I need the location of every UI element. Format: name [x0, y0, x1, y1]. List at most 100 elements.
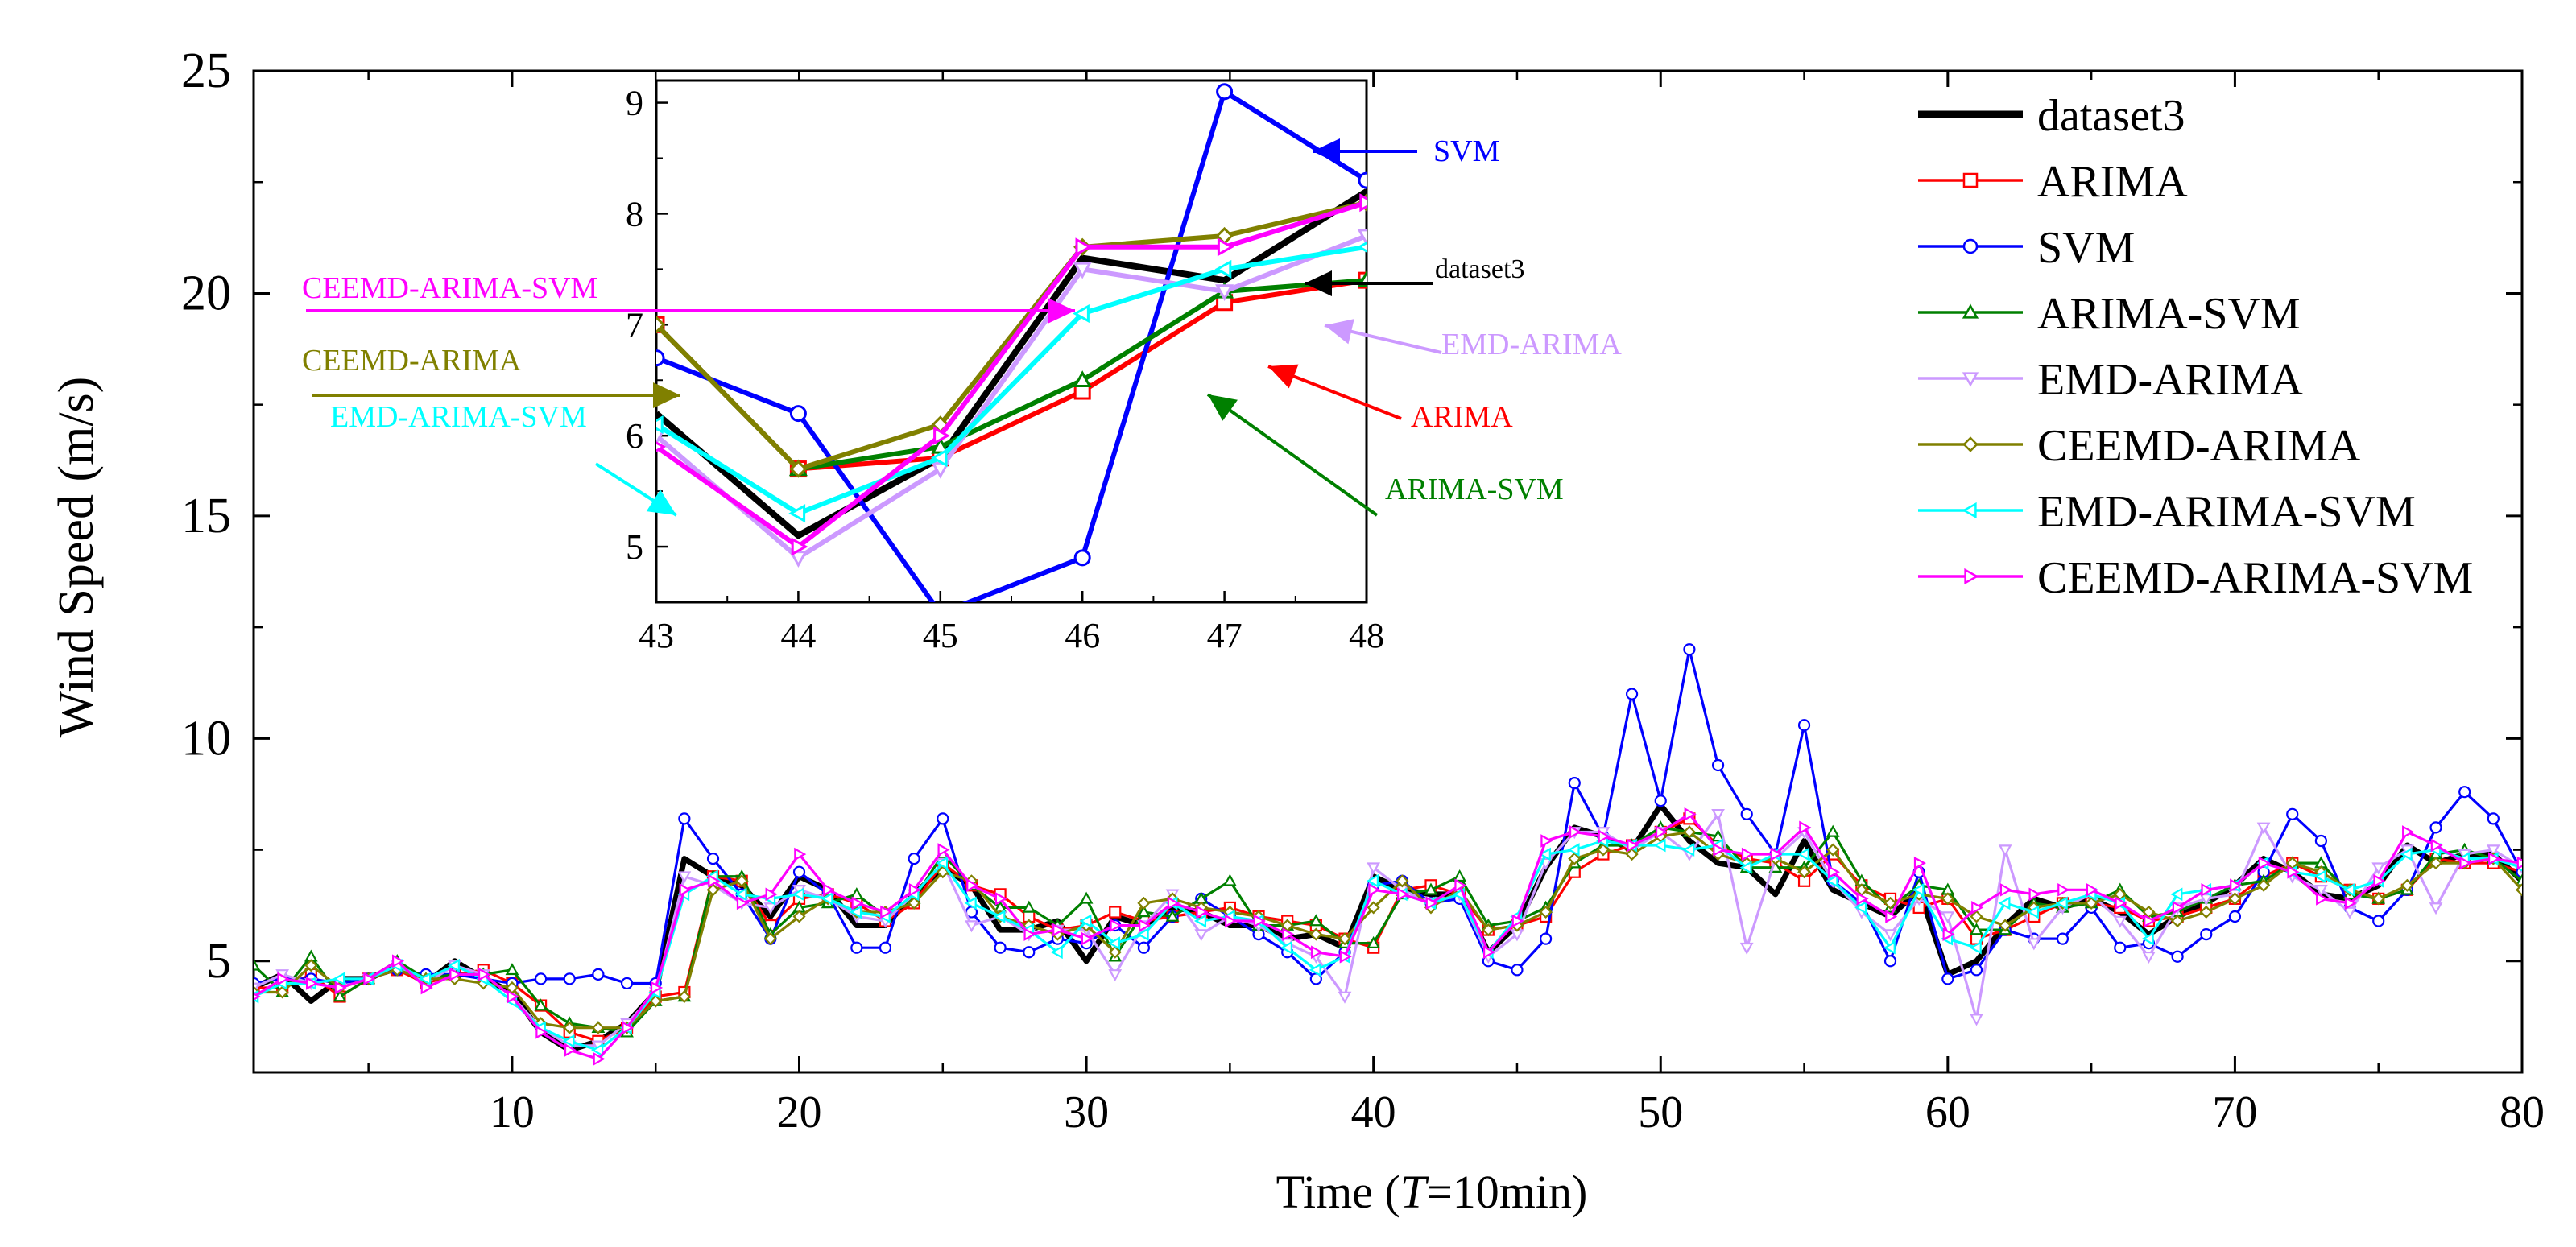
data-point [763, 932, 777, 946]
data-point [1711, 829, 1725, 842]
data-point [2199, 894, 2214, 906]
data-point [1883, 896, 1897, 910]
data-point [656, 428, 666, 446]
data-point [1167, 896, 1180, 910]
data-point [1073, 549, 1091, 567]
data-point [1217, 237, 1234, 257]
data-point [2459, 856, 2472, 870]
series-arima-svm [254, 820, 2522, 1038]
legend: dataset3 ARIMA SVM ARIMA-SVM EMD-ARIMA CEEMD-… [1918, 91, 2473, 603]
series-dataset3 [254, 802, 2522, 1053]
annotation: ARIMA-SVM [1206, 393, 1564, 517]
data-point [1075, 237, 1093, 257]
data-point [2086, 882, 2098, 897]
data-point [1739, 942, 1754, 955]
inset-series-emd-arima [656, 229, 1367, 568]
main-series-group [254, 643, 2522, 1066]
series-ceemd-arima [254, 825, 2522, 1034]
data-point [275, 985, 289, 999]
data-point [1107, 936, 1121, 951]
data-point [562, 1034, 575, 1048]
series-line-arima-svm [254, 826, 2522, 1034]
data-point [788, 504, 806, 523]
data-point [1713, 843, 1726, 857]
data-point [1110, 919, 1123, 932]
data-point [1338, 932, 1352, 946]
data-point [789, 460, 808, 478]
data-point [2429, 902, 2443, 915]
data-point [622, 1021, 635, 1035]
data-point [2115, 896, 2127, 910]
annotation: EMD-ARIMA [1324, 319, 1622, 361]
data-point [937, 812, 949, 825]
annotation: ARIMA [1267, 364, 1513, 434]
data-point [1770, 847, 1783, 861]
data-point [564, 1043, 577, 1057]
data-point [1338, 991, 1352, 1004]
data-point [1962, 303, 1979, 319]
data-point [1108, 945, 1122, 959]
data-point [2200, 928, 2213, 941]
data-point [1367, 935, 1381, 948]
data-point [593, 1052, 606, 1066]
data-point [1539, 905, 1553, 919]
data-point [908, 896, 921, 910]
legend-label: EMD-ARIMA-SVM [2037, 487, 2416, 537]
data-point [1883, 940, 1896, 955]
data-point [1081, 931, 1094, 946]
inset-series-emd-arima-svm [656, 242, 1367, 523]
inset-y-tick-label: 8 [626, 194, 643, 233]
data-point [1653, 838, 1666, 853]
data-point [1826, 873, 1838, 888]
data-point [1165, 909, 1180, 922]
data-point [1366, 873, 1379, 888]
data-point [1970, 910, 1983, 923]
data-point [1367, 862, 1381, 875]
data-point [1567, 843, 1580, 857]
series-emd-arima [254, 809, 2522, 1053]
data-point [2027, 905, 2040, 919]
legend-item: ARIMA-SVM [1918, 289, 2301, 339]
data-point [363, 972, 376, 986]
data-point [930, 448, 948, 468]
legend-label: ARIMA [2037, 157, 2188, 207]
data-point [1454, 878, 1467, 893]
data-point [656, 415, 664, 434]
data-point [1022, 900, 1036, 913]
data-point [1137, 905, 1151, 918]
annotation: EMD-ARIMA-SVM [330, 400, 678, 517]
data-point [763, 902, 778, 915]
series-line-svm [254, 648, 2522, 985]
data-point [1941, 892, 1954, 906]
data-point [851, 896, 864, 910]
data-point [993, 910, 1006, 923]
legend-label: dataset3 [2037, 91, 2185, 141]
y-tick-label: 20 [181, 266, 231, 320]
data-point [2458, 786, 2471, 799]
data-point [2342, 906, 2357, 919]
data-point [2228, 910, 2242, 923]
data-point [791, 537, 808, 556]
data-point [879, 941, 892, 954]
data-point [2230, 878, 2243, 893]
data-point [1309, 914, 1323, 927]
inset-line-ceemd-arima [656, 200, 1367, 472]
inset-x-tick-label: 45 [923, 616, 958, 655]
data-point [1356, 242, 1367, 253]
data-point [2170, 887, 2183, 902]
data-point [1962, 238, 1979, 254]
data-point [1357, 229, 1367, 246]
inset-line-emd-arima-svm [656, 244, 1367, 516]
data-point [1108, 969, 1123, 982]
annotation-label: ARIMA-SVM [1385, 473, 1564, 506]
data-point [1214, 259, 1232, 279]
data-point [734, 887, 747, 902]
data-point [2113, 915, 2127, 928]
data-point [708, 873, 721, 888]
data-point [1079, 914, 1092, 928]
data-point [1999, 919, 2012, 932]
data-point [1970, 1014, 1983, 1026]
data-point [1136, 927, 1149, 941]
data-point [1073, 262, 1092, 279]
